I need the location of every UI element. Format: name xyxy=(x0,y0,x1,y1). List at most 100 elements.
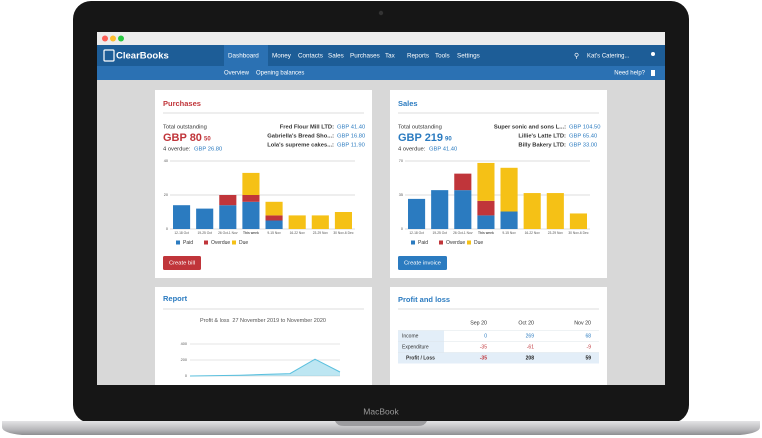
zoom-dot[interactable] xyxy=(118,35,124,42)
contact-name: Super sonic and sons L...: xyxy=(494,125,566,131)
legend-swatch xyxy=(439,240,443,245)
legend-label: Paid xyxy=(418,240,428,246)
legend-swatch xyxy=(232,240,236,245)
total-pence: 90 xyxy=(445,137,452,143)
bar-segment xyxy=(408,198,426,229)
card-title: Report xyxy=(163,294,188,303)
minimize-dot[interactable] xyxy=(110,35,116,42)
total-row xyxy=(444,352,599,364)
legend-label: Overdue xyxy=(446,240,465,246)
contact-amount[interactable]: GBP 65.40 xyxy=(569,134,597,140)
row-label: Expenditure xyxy=(402,344,429,350)
column-header: Sep 20 xyxy=(470,320,487,326)
button-label[interactable]: Create invoice xyxy=(404,261,441,267)
y-tick-label: 70 xyxy=(399,159,403,163)
sub-nav-bar xyxy=(97,66,665,80)
x-tick-label: 9-15 Nov xyxy=(502,231,516,235)
contact-name: Billy Bakery LTD: xyxy=(518,143,566,149)
table-header xyxy=(398,318,599,328)
x-tick-label: 23-29 Nov xyxy=(548,231,564,235)
nav-item[interactable]: Dashboard xyxy=(228,53,259,60)
contact-amount[interactable]: GBP 33.00 xyxy=(569,143,597,149)
search-icon[interactable]: ⚲ xyxy=(574,52,579,60)
x-tick-label: 19-25 Oct xyxy=(432,231,447,235)
row-label-cell xyxy=(398,352,444,364)
help-link[interactable]: Need help? xyxy=(614,71,645,77)
nav-item[interactable]: Contacts xyxy=(298,53,323,60)
legend-label: Paid xyxy=(183,240,193,246)
contact-name: Fred Flour Mill LTD: xyxy=(280,125,334,131)
y-tick-label: 20 xyxy=(164,193,168,197)
sub-nav-item[interactable]: Opening balances xyxy=(256,71,304,77)
overdue-amount[interactable]: GBP 41.40 xyxy=(429,147,457,153)
column-header: Oct 20 xyxy=(518,320,534,326)
nav-item[interactable]: Money xyxy=(272,53,292,60)
row-label: Income xyxy=(402,333,419,339)
contact-amount[interactable]: GBP 41.40 xyxy=(337,125,365,131)
table-cell: -61 xyxy=(527,344,534,350)
bar-segment xyxy=(242,201,260,229)
total-amount: GBP 219 xyxy=(398,132,443,144)
bar-segment xyxy=(265,201,283,216)
button-label[interactable]: Create bill xyxy=(169,261,195,267)
close-dot[interactable] xyxy=(102,35,108,42)
sub-nav-item[interactable]: Overview xyxy=(224,71,250,77)
y-tick-label: 35 xyxy=(399,193,403,197)
total-label: Total outstanding xyxy=(163,125,207,131)
overdue-label: 4 overdue: xyxy=(163,147,191,153)
nav-item[interactable]: Reports xyxy=(407,53,429,60)
contact-amount[interactable]: GBP 16.80 xyxy=(337,134,365,140)
bar-segment xyxy=(173,205,191,229)
table-cell: 68 xyxy=(585,333,591,339)
area-line xyxy=(189,358,341,377)
area-fill xyxy=(190,359,340,376)
card-title: Profit and loss xyxy=(398,295,450,304)
create-invoice-button[interactable] xyxy=(398,256,447,270)
account-name[interactable]: Kat's Catering... xyxy=(587,54,630,60)
nav-item[interactable]: Tax xyxy=(385,53,396,60)
bar-segment xyxy=(219,205,237,229)
active-tab xyxy=(224,45,268,80)
base-notch xyxy=(335,421,427,426)
overdue-amount[interactable]: GBP 26.80 xyxy=(194,147,222,153)
card-title: Purchases xyxy=(163,99,201,108)
x-tick-label: 26 Oct-1 Nov xyxy=(453,231,473,235)
legend-label: Due xyxy=(474,240,483,246)
device-label: MacBook xyxy=(363,406,399,416)
x-tick-label: 9-15 Nov xyxy=(267,231,281,235)
x-tick-label: This week xyxy=(243,231,259,235)
y-tick-label: 400 xyxy=(181,342,187,346)
bar-segment xyxy=(546,193,564,229)
bar-segment xyxy=(500,167,518,212)
brand[interactable]: ClearBooks xyxy=(116,51,169,62)
bar-segment xyxy=(500,211,518,229)
bar-segment xyxy=(454,190,472,229)
bar-segment xyxy=(242,172,260,195)
report-chart-heading: Profit & loss 27 November 2019 to Novembe… xyxy=(200,318,326,324)
bar-segment xyxy=(219,195,237,206)
x-tick-label: 12-18 Oct xyxy=(174,231,189,235)
bookmark-icon[interactable] xyxy=(651,70,655,76)
bar-segment xyxy=(569,213,587,229)
row-label-cell xyxy=(398,341,444,353)
card-title: Sales xyxy=(398,99,418,108)
total-pence: 50 xyxy=(204,137,211,143)
contact-amount[interactable]: GBP 11.90 xyxy=(337,143,365,149)
y-tick-label: 0 xyxy=(166,227,168,231)
sales-card xyxy=(390,90,607,278)
legend-label: Due xyxy=(239,240,248,246)
bar-segment xyxy=(196,208,214,229)
bar-segment xyxy=(311,215,329,229)
nav-item[interactable]: Settings xyxy=(457,53,480,60)
create-bill-button[interactable] xyxy=(163,256,201,270)
legend-swatch xyxy=(467,240,471,245)
report-chart-title: Profit & loss xyxy=(200,318,230,324)
x-tick-label: 30 Nov-6 Dec xyxy=(568,231,589,235)
nav-item[interactable]: Sales xyxy=(328,53,344,60)
x-tick-label: 23-29 Nov xyxy=(313,231,329,235)
contact-amount[interactable]: GBP 104.50 xyxy=(569,125,600,131)
user-icon[interactable] xyxy=(651,52,655,56)
nav-item[interactable]: Purchases xyxy=(350,53,380,60)
nav-item[interactable]: Tools xyxy=(435,53,450,60)
